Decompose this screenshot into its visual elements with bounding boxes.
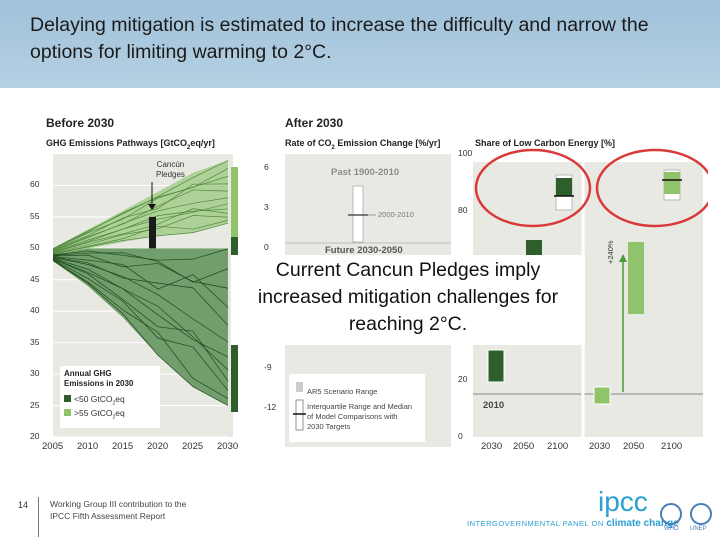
ipcc-full-name: INTERGOVERNMENTAL PANEL ON climate chang… — [467, 518, 679, 529]
pathway-line — [52, 257, 229, 358]
future-period-label: Future 2030-2050 — [325, 245, 403, 256]
right-y-tick: 80 — [458, 204, 468, 215]
pathway-line — [52, 257, 229, 343]
left-y-tick: 45 — [30, 273, 40, 284]
pathway-line — [52, 256, 229, 326]
pathway-line — [52, 203, 229, 253]
after-2030-heading: After 2030 — [285, 116, 344, 130]
right-x-tick: 2030 — [589, 441, 611, 452]
pathway-line — [52, 175, 229, 250]
right-x-tick: 2050 — [623, 441, 645, 452]
left-x-tick: 2020 — [147, 441, 169, 452]
rate-axis-title: Rate of CO2 Emission Change [%/yr] — [285, 138, 441, 151]
pathway-line — [52, 252, 229, 283]
range-legend-box — [289, 374, 425, 442]
mid-y-tick: -12 — [264, 402, 277, 412]
low-emissions-area — [53, 248, 228, 406]
legend-bar-high — [231, 167, 238, 237]
past-2000-label: 2000-2010 — [378, 210, 414, 219]
label-2010: 2010 — [483, 400, 505, 411]
left-x-tick: 2030 — [217, 441, 239, 452]
right-x-tick: 2100 — [661, 441, 683, 452]
pathway-line — [52, 220, 229, 255]
footer-divider — [38, 497, 39, 537]
highlight-circle-left — [474, 148, 592, 228]
ar5-range-label: AR5 Scenario Range — [307, 387, 378, 396]
pathway-line — [52, 260, 229, 406]
left-y-tick: 50 — [30, 242, 40, 253]
left-x-tick: 2025 — [182, 441, 204, 452]
mid-y-tick: 0 — [264, 242, 269, 252]
increase-240-label: +240% — [606, 240, 615, 264]
who-label: WHO — [664, 526, 679, 532]
unep-logo-icon — [690, 503, 712, 525]
left-x-tick: 2005 — [42, 441, 64, 452]
unep-label: UNEP — [690, 526, 707, 532]
pathway-line — [52, 215, 229, 254]
footer-wg-text: Working Group III contribution to the IPC… — [50, 499, 187, 521]
right-x-tick: 2030 — [481, 441, 503, 452]
annual-legend — [60, 366, 160, 428]
highlight-circle-right — [595, 148, 708, 228]
ghg-axis-title: GHG Emissions Pathways [GtCO2eq/yr] — [46, 138, 215, 151]
callout-box: Current Cancun Pledges imply increased m… — [231, 255, 585, 345]
right-y-tick: 0 — [458, 431, 463, 441]
past-range-bar — [352, 185, 364, 243]
right-y-tick: 100 — [458, 148, 473, 158]
page-number: 14 — [18, 500, 29, 510]
pathway-line — [52, 254, 229, 289]
annual-legend-high: >55 GtCO2eq — [64, 408, 125, 421]
annual-legend-title: Annual GHG Emissions in 2030 — [64, 369, 134, 388]
annual-legend-low: <50 GtCO2eq — [64, 394, 125, 407]
left-y-tick: 40 — [30, 305, 40, 316]
ipcc-logo: ipcc — [598, 486, 648, 517]
right-x-tick: 2100 — [547, 441, 569, 452]
left-x-tick: 2015 — [112, 441, 134, 452]
mid-y-tick: 3 — [264, 202, 269, 212]
left-y-tick: 35 — [30, 336, 40, 347]
pathway-line — [52, 248, 229, 261]
who-logo-icon — [660, 503, 682, 525]
right-y-tick: 20 — [458, 374, 468, 385]
left-x-tick: 2010 — [77, 441, 99, 452]
share-axis-title: Share of Low Carbon Energy [%] — [475, 138, 616, 148]
left-y-tick: 30 — [30, 368, 40, 379]
pathway-line — [52, 160, 229, 249]
before-2030-heading: Before 2030 — [46, 116, 115, 130]
cancun-pledges-bar — [149, 216, 156, 249]
iqr-label: Interquartile Range and Median of Model C… — [307, 402, 413, 431]
pathway-line — [52, 189, 229, 252]
left-y-tick: 55 — [30, 210, 40, 221]
left-y-tick: 20 — [30, 431, 40, 441]
pathway-line — [52, 259, 229, 399]
cancun-pledges-label: Cancún Pledges — [156, 160, 185, 179]
pathway-line — [52, 197, 229, 252]
mid-y-tick: -9 — [264, 362, 272, 372]
slide-title: Delaying mitigation is estimated to incr… — [30, 14, 649, 63]
pathway-line — [52, 208, 229, 254]
pathway-line — [52, 258, 229, 382]
left-y-tick: 25 — [30, 399, 40, 410]
pathway-line — [52, 259, 229, 391]
pathway-line — [52, 222, 229, 255]
mid-y-tick: 6 — [264, 162, 269, 172]
left-y-tick: 60 — [30, 179, 40, 190]
slide-header: Delaying mitigation is estimated to incr… — [0, 0, 720, 88]
past-period-label: Past 1900-2010 — [331, 167, 400, 178]
right-x-tick: 2050 — [513, 441, 535, 452]
